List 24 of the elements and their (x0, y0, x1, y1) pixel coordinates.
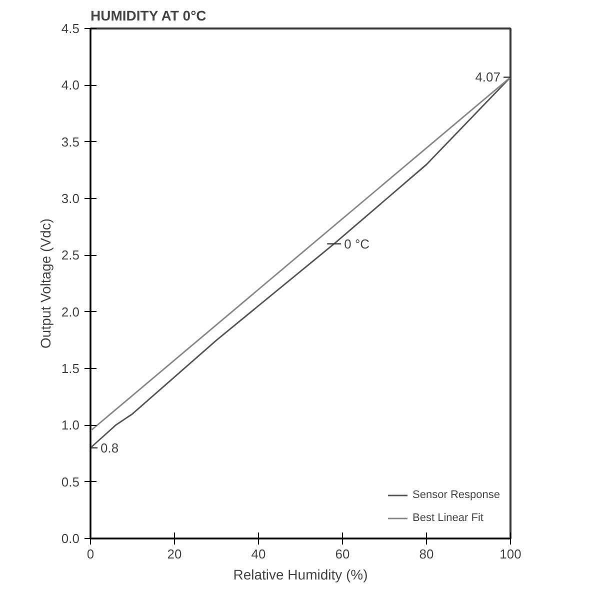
y-tick-label: 4.0 (61, 78, 80, 93)
x-tick-label: 20 (167, 546, 182, 562)
x-axis-title: Relative Humidity (%) (233, 566, 368, 582)
annotation: 0 °C (344, 236, 370, 252)
y-tick-label: 2.5 (61, 248, 80, 263)
annotation: 4.07 (475, 70, 501, 85)
legend-label: Best Linear Fit (412, 512, 484, 524)
y-tick-label: 1.0 (61, 418, 80, 433)
y-axis-title: Output Voltage (Vdc) (37, 218, 54, 348)
x-tick-label: 0 (86, 546, 94, 562)
annotation: 0.8 (100, 440, 119, 456)
y-tick-label: 3.0 (61, 191, 80, 206)
legend-label: Sensor Response (412, 489, 500, 501)
chart-title: HUMIDITY AT 0°C (90, 8, 206, 24)
x-tick-label: 60 (335, 546, 350, 562)
y-tick-label: 2.0 (61, 304, 80, 320)
y-tick-label: 0.5 (61, 474, 80, 490)
y-tick-label: 4.5 (61, 21, 80, 36)
x-tick-label: 100 (500, 546, 522, 562)
y-tick-label: 3.5 (61, 134, 80, 150)
y-tick-label: 0.0 (61, 531, 80, 546)
y-tick-label: 1.5 (61, 361, 80, 376)
x-tick-label: 80 (419, 546, 434, 562)
x-tick-label: 40 (251, 546, 266, 562)
